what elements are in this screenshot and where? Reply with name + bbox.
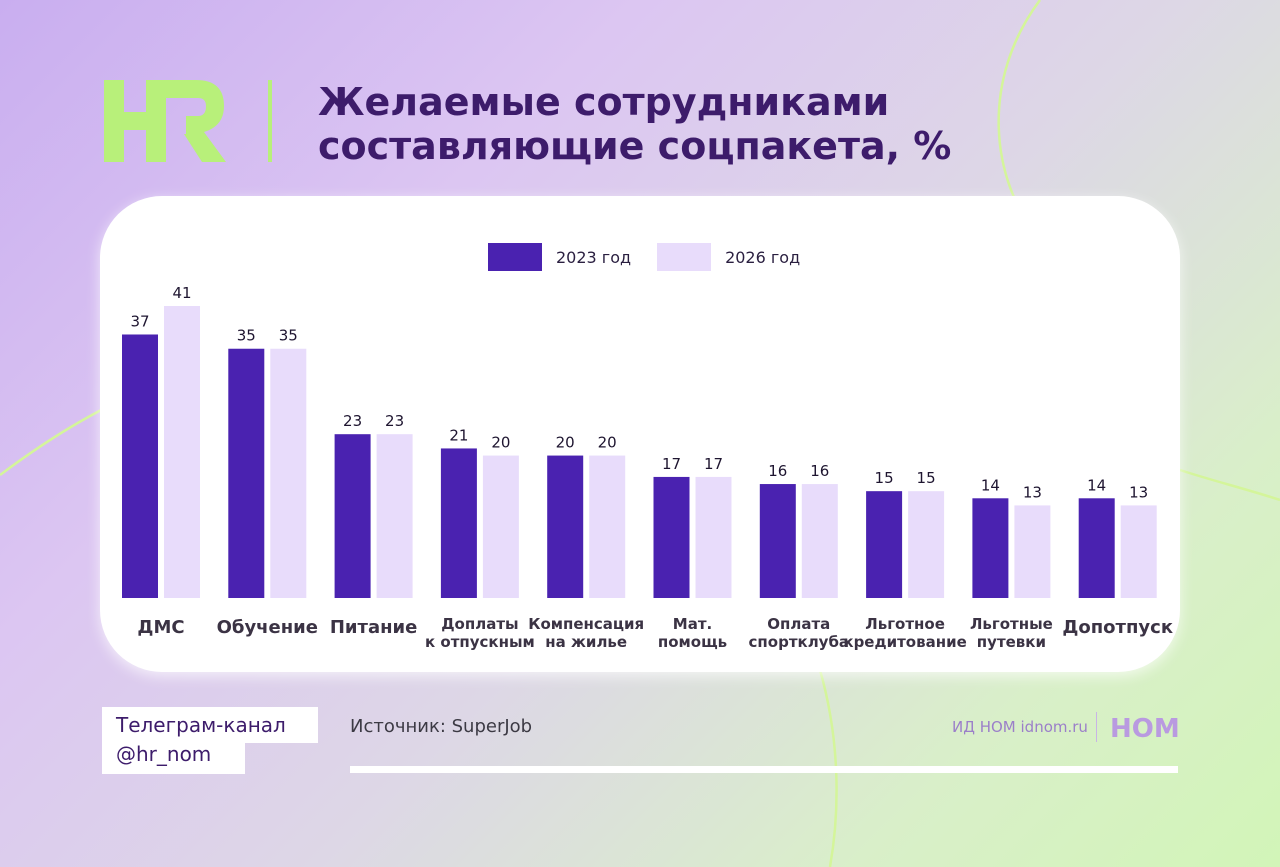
bar-2026-3 [482,455,519,598]
category-label-5-line-0: Мат. [673,615,712,633]
data-label-2023-5: 17 [662,455,681,473]
bar-2023-7 [866,491,903,598]
data-label-2023-0: 37 [130,312,149,330]
nom-logo: НОМ [1110,714,1180,742]
logo-divider [268,80,272,162]
data-label-2026-8: 13 [1023,483,1042,501]
bar-2023-4 [547,455,584,598]
chart-legend: 2023 год 2026 год [488,243,826,271]
data-label-2026-3: 20 [491,434,510,452]
bar-2023-1 [228,348,265,598]
data-label-2026-9: 13 [1129,483,1148,501]
legend-label-2026: 2026 год [725,247,801,267]
data-label-2023-1: 35 [237,327,256,345]
category-label-7-line-1: кредитование [843,633,966,651]
category-label-6-line-1: спортклуба [749,633,850,651]
category-label-4-line-1: на жилье [545,633,627,651]
category-label-4-line-0: Компенсация [528,615,644,633]
bar-2023-6 [759,484,796,598]
legend-label-2023: 2023 год [556,247,632,267]
source-text: Источник: SuperJob [350,716,533,737]
bar-2026-1 [270,348,307,598]
data-label-2026-7: 15 [917,469,936,487]
category-label-9: Допотпуск [1062,617,1173,638]
source-underline [350,766,1178,773]
bar-2023-0 [122,334,158,598]
hr-logo: HR [104,80,226,162]
telegram-handle[interactable]: @hr_nom [102,738,245,774]
category-label-2: Питание [330,617,418,638]
data-label-2023-9: 14 [1087,476,1106,494]
data-label-2026-6: 16 [810,462,829,480]
bar-2023-3 [440,448,477,598]
category-label-8-line-1: путевки [977,633,1046,651]
data-label-2023-2: 23 [343,412,362,430]
category-label-6-line-0: Оплата [767,615,830,633]
bar-2026-2 [376,434,413,598]
bar-2023-9 [1078,498,1115,598]
legend-swatch-2023 [488,243,542,271]
legend-item-2023: 2023 год [488,243,631,271]
bar-2026-5 [695,476,732,598]
bar-2023-5 [653,476,690,598]
data-label-2023-3: 21 [449,426,468,444]
legend-item-2026: 2026 год [657,243,800,271]
publisher-text[interactable]: ИД НОМ idnom.ru [952,718,1088,736]
data-label-2023-4: 20 [556,434,575,452]
bar-2023-8 [972,498,1009,598]
data-label-2026-5: 17 [704,455,723,473]
category-label-3-line-1: к отпускным [425,633,535,651]
data-label-2026-2: 23 [385,412,404,430]
nom-logo-text: НОМ [1110,714,1180,742]
data-label-2026-1: 35 [279,327,298,345]
category-label-1: Обучение [217,617,318,638]
category-label-8-line-0: Льготные [970,615,1053,633]
data-label-2023-7: 15 [875,469,894,487]
category-label-0: ДМС [137,617,184,638]
bar-2026-4 [589,455,626,598]
bar-2026-8 [1014,505,1051,598]
page-title: Желаемые сотрудниками составляющие соцпа… [318,80,1018,168]
data-label-2026-4: 20 [598,434,617,452]
legend-swatch-2026 [657,243,712,271]
bar-2026-7 [908,491,945,598]
category-label-5-line-1: помощь [658,633,727,651]
data-label-2023-6: 16 [768,462,787,480]
publisher-divider [1096,712,1097,742]
title-line-1: Желаемые сотрудниками [318,80,890,124]
telegram-label: Телеграм-канал [102,707,318,743]
data-label-2026-0: 41 [172,284,191,302]
bar-2023-2 [334,434,371,598]
bar-2026-6 [801,484,838,598]
category-label-7-line-0: Льготное [865,615,945,633]
category-label-3-line-0: Доплаты [441,615,518,633]
data-label-2023-8: 14 [981,476,1000,494]
bar-2026-0 [164,306,200,598]
bar-2026-9 [1120,505,1157,598]
title-line-2: составляющие соцпакета, % [318,124,952,168]
